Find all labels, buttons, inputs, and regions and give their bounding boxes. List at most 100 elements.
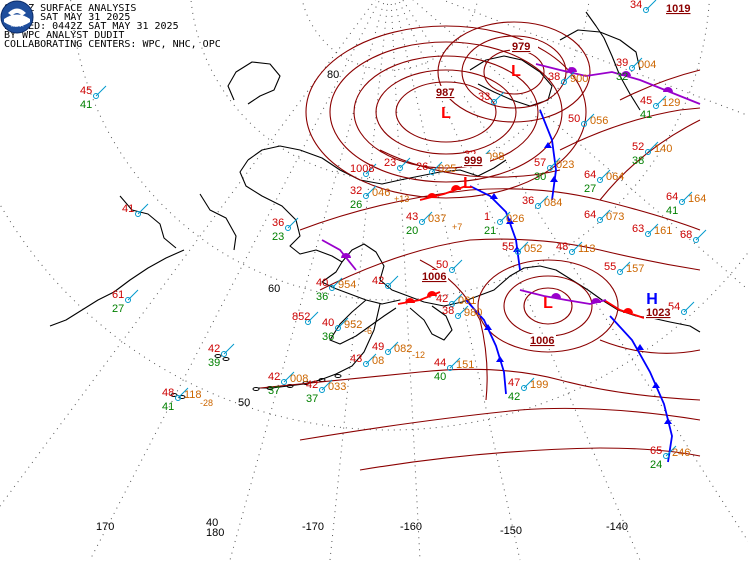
station-pressure: 151 bbox=[456, 359, 474, 371]
isobar bbox=[599, 119, 701, 201]
island bbox=[222, 357, 230, 361]
center-label-bg bbox=[434, 86, 462, 99]
station-circle bbox=[581, 121, 587, 127]
station-plot: 42 37 033 bbox=[306, 379, 346, 405]
station-circle bbox=[597, 217, 603, 223]
station-plot: 48 113 bbox=[556, 241, 596, 255]
longitude-line bbox=[229, 0, 386, 561]
station-temperature: 32 bbox=[350, 185, 362, 197]
wind-barb bbox=[451, 259, 463, 271]
pressure-centers: L987L979L999L1006L1006H1023H1019 bbox=[420, 1, 692, 347]
station-circle bbox=[385, 349, 391, 355]
center-label-bg bbox=[462, 154, 490, 167]
station-pressure: 056 bbox=[590, 115, 608, 127]
isobar bbox=[359, 447, 701, 471]
station-plot: 43 20 037 bbox=[406, 211, 446, 237]
station-pressure: 157 bbox=[626, 263, 644, 275]
wind-barb bbox=[647, 223, 659, 235]
pressure-tendency: +7 bbox=[452, 222, 462, 232]
warm-front bbox=[603, 299, 645, 319]
wind-barb bbox=[387, 341, 399, 353]
wind-barb bbox=[421, 211, 433, 223]
station-plot: 42 37 008 bbox=[268, 371, 308, 397]
station-circle bbox=[363, 171, 369, 177]
station-temperature: 38 bbox=[442, 305, 454, 317]
station-circle bbox=[693, 237, 699, 243]
header-analyst: BY WPC ANALYST DUDIT bbox=[4, 30, 125, 41]
latitude-circle bbox=[301, 0, 479, 71]
station-circle bbox=[447, 365, 453, 371]
warm-front-barb bbox=[405, 298, 415, 303]
warm-front-barb bbox=[427, 193, 437, 198]
warm-front-barb bbox=[451, 185, 461, 190]
station-pressure: 082 bbox=[394, 343, 412, 355]
station-temperature: 42 bbox=[268, 371, 280, 383]
station-temperature: 48 bbox=[162, 387, 174, 399]
station-plot: 49 082 bbox=[372, 341, 412, 355]
cold-front-barb bbox=[636, 344, 644, 350]
longitude-line bbox=[0, 0, 376, 507]
low-center-letter: L bbox=[511, 63, 521, 80]
station-circle bbox=[385, 283, 391, 289]
wind-barb bbox=[523, 377, 535, 389]
station-plot: 1008 bbox=[350, 163, 377, 177]
isobars bbox=[259, 21, 701, 471]
wind-barb bbox=[451, 293, 463, 305]
isobar bbox=[379, 149, 561, 178]
center-pressure-value: 979 bbox=[512, 41, 530, 53]
station-pressure: 084 bbox=[544, 197, 562, 209]
station-dewpoint: 42 bbox=[508, 391, 520, 403]
cold-front-barb bbox=[496, 356, 504, 362]
station-plot: 68 bbox=[680, 229, 707, 243]
latitude-label: 50 bbox=[238, 397, 250, 409]
station-circle bbox=[93, 93, 99, 99]
wind-barb bbox=[493, 91, 505, 103]
wind-barb bbox=[583, 113, 595, 125]
wind-barb bbox=[449, 357, 461, 369]
station-temperature: 50 bbox=[568, 113, 580, 125]
station-circle bbox=[285, 225, 291, 231]
station-circle bbox=[681, 309, 687, 315]
wind-barb bbox=[365, 353, 377, 365]
station-dewpoint: 36 bbox=[322, 331, 334, 343]
center-pressure-value: 999 bbox=[464, 155, 482, 167]
station-temperature: 852 bbox=[292, 311, 310, 323]
occluded-front-barb bbox=[341, 253, 351, 258]
station-pressure: 129 bbox=[662, 97, 680, 109]
station-dewpoint: 41 bbox=[162, 401, 174, 413]
isobar bbox=[395, 81, 497, 143]
wind-barb bbox=[563, 71, 575, 83]
station-pressure: 026 bbox=[506, 213, 524, 225]
pressure-tendency: +13 bbox=[394, 194, 409, 204]
isobar bbox=[319, 238, 701, 291]
station-temperature: 64 bbox=[584, 209, 596, 221]
station-temperature: 45 bbox=[80, 85, 92, 97]
station-circle bbox=[449, 301, 455, 307]
station-dewpoint: 27 bbox=[112, 303, 124, 315]
coastline-segment bbox=[227, 61, 281, 105]
coastline-segment bbox=[585, 11, 641, 111]
station-dewpoint: 39 bbox=[208, 357, 220, 369]
station-circle bbox=[653, 103, 659, 109]
wind-barb bbox=[399, 157, 411, 169]
station-temperature: 39 bbox=[616, 57, 628, 69]
occluded-front-barb bbox=[567, 67, 577, 72]
station-circle bbox=[305, 319, 311, 325]
pressure-tendency: -12 bbox=[412, 350, 425, 360]
station-dewpoint: 23 bbox=[272, 231, 284, 243]
wind-barb bbox=[431, 161, 443, 173]
station-circle bbox=[455, 313, 461, 319]
coastlines bbox=[49, 11, 701, 399]
fronts bbox=[321, 63, 701, 463]
station-dewpoint: 40 bbox=[434, 371, 446, 383]
cold-front-barb bbox=[506, 218, 514, 224]
station-circle bbox=[419, 219, 425, 225]
wind-barb bbox=[647, 141, 659, 153]
low-pressure-center: L 1006 bbox=[528, 295, 556, 347]
coastline-segment bbox=[477, 265, 701, 333]
station-plot: 44 40 151 bbox=[434, 357, 474, 383]
station-circle bbox=[135, 211, 141, 217]
station-plot: 64 41 164 bbox=[666, 191, 706, 217]
